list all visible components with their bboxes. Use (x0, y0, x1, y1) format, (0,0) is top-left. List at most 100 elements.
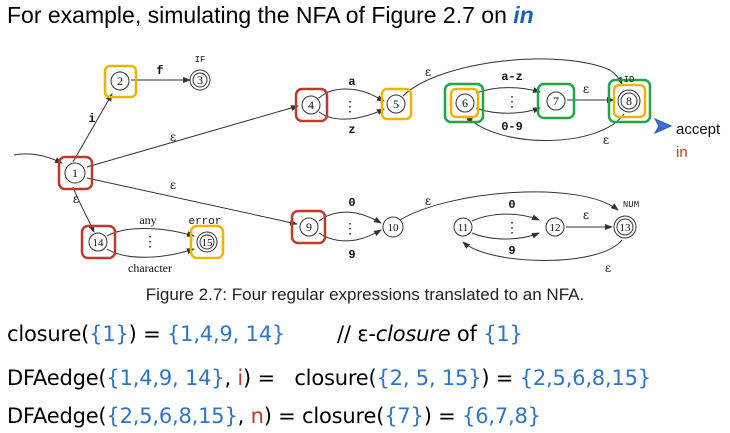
eps-13-11: ε (605, 261, 611, 275)
equation-token: closure( (7, 322, 90, 346)
equation-token: {6,7,8} (462, 404, 541, 428)
start-arrow (13, 153, 63, 164)
state-label-1: 1 (72, 166, 78, 180)
state-3-inner (192, 72, 208, 88)
label-0-9: 0-9 (501, 120, 523, 134)
eps-7-8: ε (583, 82, 589, 96)
highlight-box-8-inner (612, 83, 647, 119)
label-a: a (348, 75, 355, 89)
equation-token: {7} (384, 404, 424, 428)
label-f: f (156, 64, 163, 78)
highlight-box-4 (294, 87, 329, 123)
equation-token: , (224, 366, 238, 390)
equation-token: n (250, 404, 264, 428)
equation-token: i (237, 366, 244, 390)
state-label-8: 8 (626, 94, 632, 108)
equation-token: {2, 5, 15} (376, 366, 482, 390)
state-12 (545, 217, 565, 237)
eps-1-14: ε (73, 192, 79, 206)
label-character: character (128, 261, 172, 275)
state-label-15: 15 (202, 237, 214, 249)
label-any: any (139, 213, 156, 227)
label-a-z: a-z (501, 70, 523, 84)
tag-id: ID (624, 75, 635, 85)
state-7 (546, 91, 566, 111)
highlight-box-15 (189, 224, 225, 260)
equation-closure: closure({1}) = {1,4,9, 14}// ε-closure o… (7, 322, 523, 346)
equation-token: // ε- (337, 322, 376, 346)
state-label-6: 6 (462, 96, 468, 110)
state-5 (386, 94, 406, 114)
edge-14-15-char (106, 248, 195, 258)
state-label-7: 7 (553, 94, 559, 108)
state-label-2: 2 (117, 74, 123, 88)
figure-caption: Figure 2.7: Four regular expressions tra… (145, 285, 585, 304)
accept-input-label: in (676, 144, 688, 161)
label-dots-11-12: ⋮ (505, 221, 519, 237)
equation-dfaedge-n: DFAedge({2,5,6,8,15}, n) = closure({7}) … (7, 404, 541, 428)
label-dots-4-5: ⋮ (343, 100, 357, 116)
equation-token: of (450, 322, 484, 346)
highlight-box-5 (380, 87, 413, 121)
state-label-9: 9 (306, 220, 312, 234)
state-label-3: 3 (197, 73, 203, 87)
highlight-box-6-inner (449, 87, 480, 119)
equation-token: closure (375, 322, 451, 346)
equation-token: DFAedge( (7, 366, 107, 390)
edge-9-10-9 (318, 229, 382, 242)
tag-num: NUM (623, 200, 639, 210)
edge-5-8 (402, 58, 623, 97)
equation-token: {1,4,9, 14} (167, 322, 286, 346)
edge-1-14 (72, 186, 95, 233)
label-dots-14-15: ⋮ (143, 235, 157, 251)
edge-14-15-any (106, 228, 195, 237)
heading-keyword: in (513, 2, 534, 28)
accept-label: accept (676, 121, 721, 138)
edge-9-10-0 (318, 211, 382, 224)
state-label-13: 13 (620, 222, 632, 234)
edge-4-5-z (318, 108, 385, 120)
edge-1-2 (72, 93, 113, 163)
label-nine-9-10: 9 (348, 248, 355, 262)
equation-token: DFAedge( (7, 404, 107, 428)
edge-13-11 (462, 239, 623, 261)
edge-8-6 (465, 113, 625, 141)
state-label-5: 5 (393, 97, 399, 111)
equation-token: {1} (89, 322, 129, 346)
edge-6-7-9 (475, 107, 541, 114)
equation-token: ) = (481, 366, 520, 390)
state-11 (453, 217, 473, 237)
edge-1-9 (86, 177, 298, 226)
label-zero-9-10: 0 (348, 196, 355, 210)
state-8-inner (620, 92, 638, 110)
label-dots-9-10: ⋮ (343, 222, 357, 238)
equation-token: {1} (483, 322, 523, 346)
edge-11-12-9 (471, 232, 540, 240)
state-13-inner (616, 218, 634, 236)
state-9 (299, 217, 319, 237)
eps-1-9: ε (170, 178, 176, 192)
equation-dfaedge-i: DFAedge({1,4,9, 14}, i) = closure({2, 5,… (7, 366, 651, 390)
equation-token: ) = closure( (263, 404, 385, 428)
label-dots-6-7: ⋮ (505, 95, 519, 111)
equation-token: ) = closure( (243, 366, 377, 390)
edge-6-7-a (475, 87, 541, 94)
label-i: i (88, 112, 95, 126)
state-label-11: 11 (458, 222, 469, 234)
equation-token: {1,4,9, 14} (106, 366, 225, 390)
label-z: z (348, 123, 355, 137)
tag-if: IF (195, 55, 206, 65)
state-1 (64, 162, 86, 184)
state-4 (301, 95, 321, 115)
equation-token: ) = (423, 404, 463, 428)
equation-token: {2,5,6,8,15} (519, 366, 651, 390)
highlight-box-7 (536, 82, 576, 120)
state-10 (382, 216, 404, 238)
eps-1-4: ε (170, 130, 176, 144)
state-2 (110, 71, 130, 91)
state-label-14: 14 (93, 237, 105, 249)
eps-12-13: ε (583, 208, 589, 222)
highlight-box-14 (80, 224, 117, 260)
heading-text: For example, simulating the NFA of Figur… (7, 2, 514, 28)
state-label-10: 10 (388, 222, 400, 234)
